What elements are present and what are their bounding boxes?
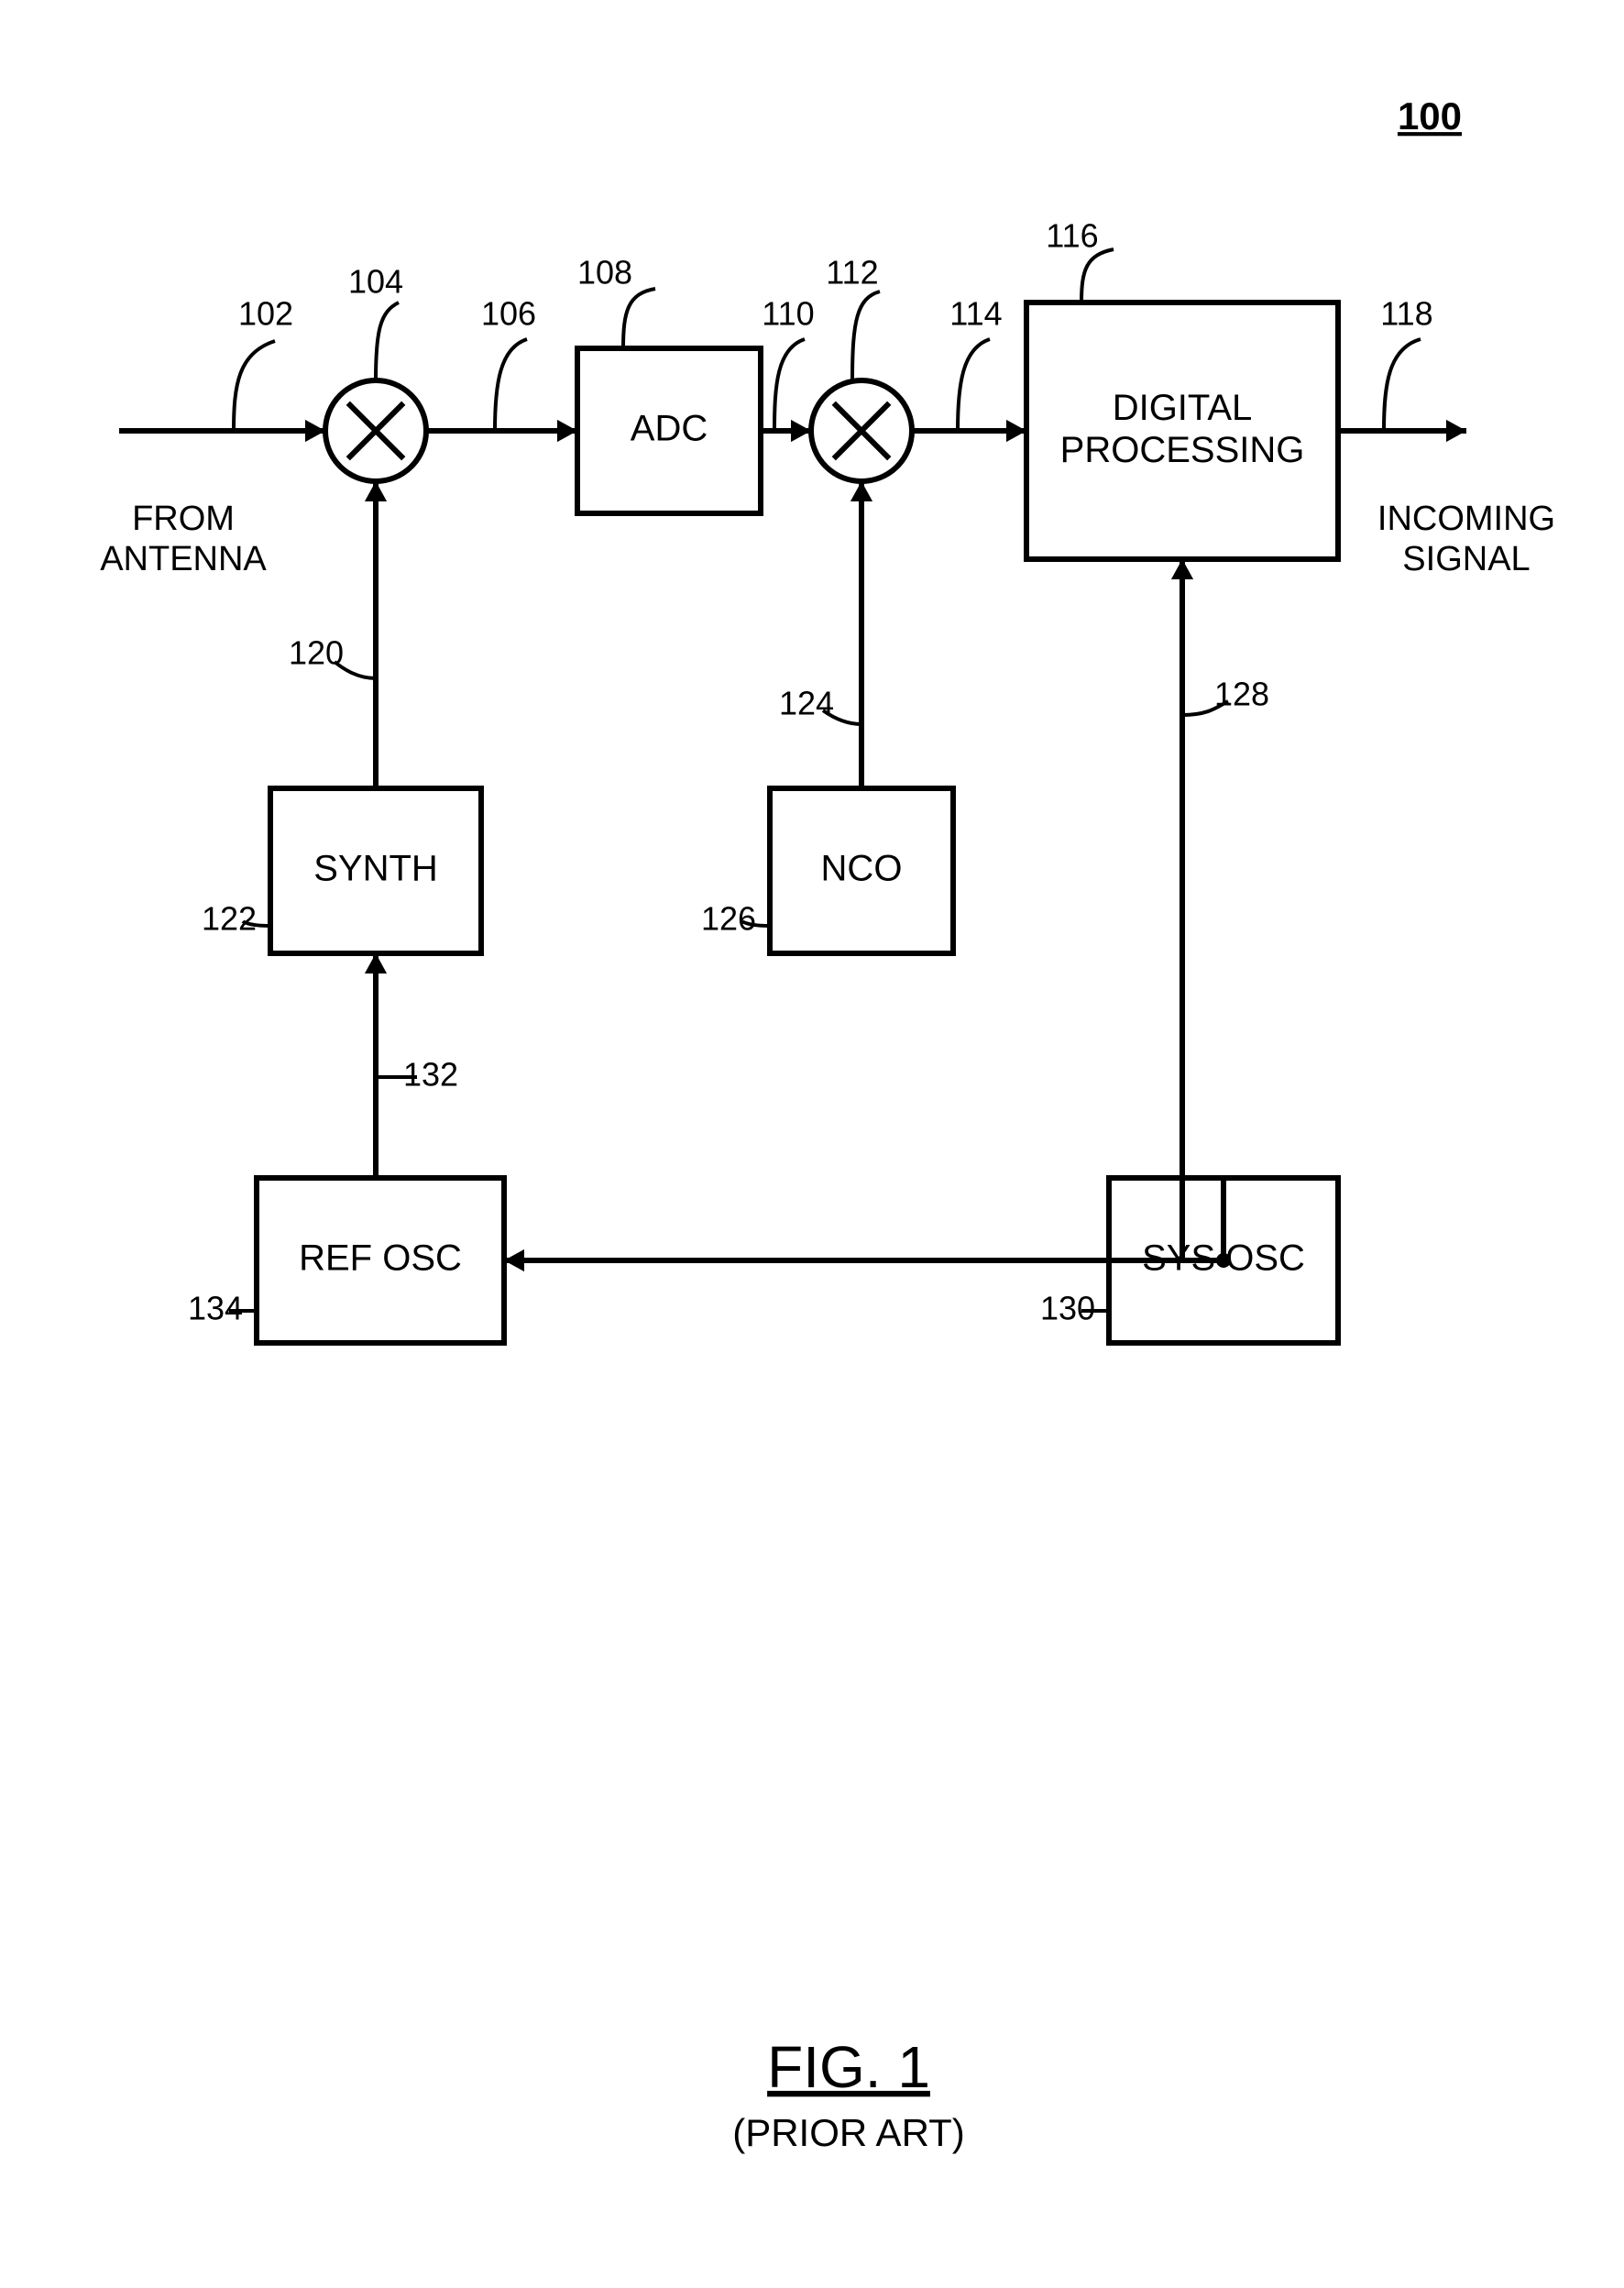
nco-block: NCO (770, 788, 953, 953)
ref-110: 110 (762, 295, 814, 333)
ref-126: 126 (701, 900, 756, 938)
mixer-2 (811, 380, 912, 481)
ref-112: 112 (826, 254, 878, 292)
svg-text:REF OSC: REF OSC (299, 1238, 462, 1279)
svg-text:NCO: NCO (821, 849, 903, 889)
ref-130: 130 (1040, 1290, 1095, 1327)
ref-128: 128 (1214, 676, 1269, 713)
ref-122: 122 (202, 900, 257, 938)
ref-120: 120 (289, 634, 344, 672)
digital-processing-block: DIGITALPROCESSING (1026, 302, 1338, 559)
incoming-signal-label: INCOMINGSIGNAL (1377, 500, 1555, 578)
ref-134: 134 (188, 1290, 243, 1327)
ref-104: 104 (348, 263, 403, 301)
ref-116: 116 (1046, 217, 1098, 255)
ref-114: 114 (949, 295, 1002, 333)
ref-108: 108 (577, 254, 632, 292)
adc-block: ADC (577, 348, 761, 513)
diagram-ref-100: 100 (1398, 94, 1462, 138)
ref-118: 118 (1380, 295, 1432, 333)
synth-block: SYNTH (270, 788, 481, 953)
svg-text:ADC: ADC (631, 409, 708, 449)
ref-osc-block: REF OSC (257, 1178, 504, 1343)
ref-102: 102 (238, 295, 293, 333)
figure-title: FIG. 1 (767, 2034, 930, 2100)
from-antenna-label: FROMANTENNA (100, 500, 267, 578)
ref-132: 132 (403, 1056, 458, 1094)
ref-124: 124 (779, 685, 834, 722)
svg-text:SYNTH: SYNTH (313, 849, 438, 889)
figure-subtitle: (PRIOR ART) (732, 2111, 965, 2154)
ref-106: 106 (481, 295, 536, 333)
mixer-1 (325, 380, 426, 481)
